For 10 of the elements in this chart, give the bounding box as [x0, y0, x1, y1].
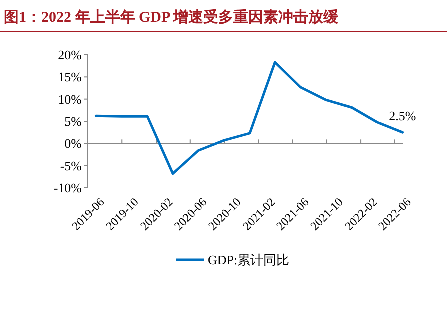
y-tick-label: 10%: [58, 92, 82, 107]
y-tick-label: 5%: [64, 114, 82, 130]
y-tick-label: -10%: [54, 180, 82, 196]
y-tick-label: 20%: [58, 48, 82, 63]
legend-label: GDP:累计同比: [208, 252, 290, 268]
y-tick-label: 0%: [64, 136, 82, 152]
y-tick-label: 15%: [58, 70, 82, 85]
chart-title: 图1：2022 年上半年 GDP 增速受多重因素冲击放缓: [4, 9, 340, 26]
y-tick-label: -5%: [60, 158, 82, 174]
data-label: 2.5%: [389, 108, 416, 124]
